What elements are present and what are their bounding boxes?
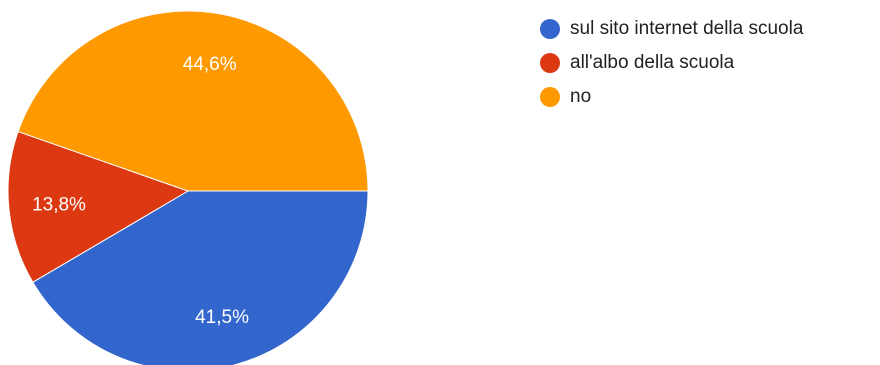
- legend-swatch-icon: [540, 53, 560, 73]
- legend-item-no[interactable]: no: [540, 80, 803, 114]
- pie-slice-albo[interactable]: [7, 130, 190, 283]
- legend-swatch-icon: [540, 87, 560, 107]
- slice-label-albo: 13,8%: [32, 195, 86, 216]
- legend-label: all'albo della scuola: [570, 52, 735, 73]
- legend-swatch-icon: [540, 19, 560, 39]
- pie-slice-no[interactable]: [17, 10, 369, 192]
- legend-label: sul sito internet della scuola: [570, 18, 804, 39]
- legend-item-albo[interactable]: all'albo della scuola: [540, 46, 803, 80]
- slice-label-no: 44,6%: [183, 54, 237, 75]
- legend: sul sito internet della scuola all'albo …: [540, 12, 803, 114]
- pie-slices: [7, 10, 369, 365]
- legend-label: no: [570, 86, 592, 107]
- pie-slice-labels: 41,5% 13,8% 44,6%: [32, 54, 249, 328]
- slice-label-sito-internet: 41,5%: [195, 307, 249, 328]
- legend-item-sito-internet[interactable]: sul sito internet della scuola: [540, 12, 803, 46]
